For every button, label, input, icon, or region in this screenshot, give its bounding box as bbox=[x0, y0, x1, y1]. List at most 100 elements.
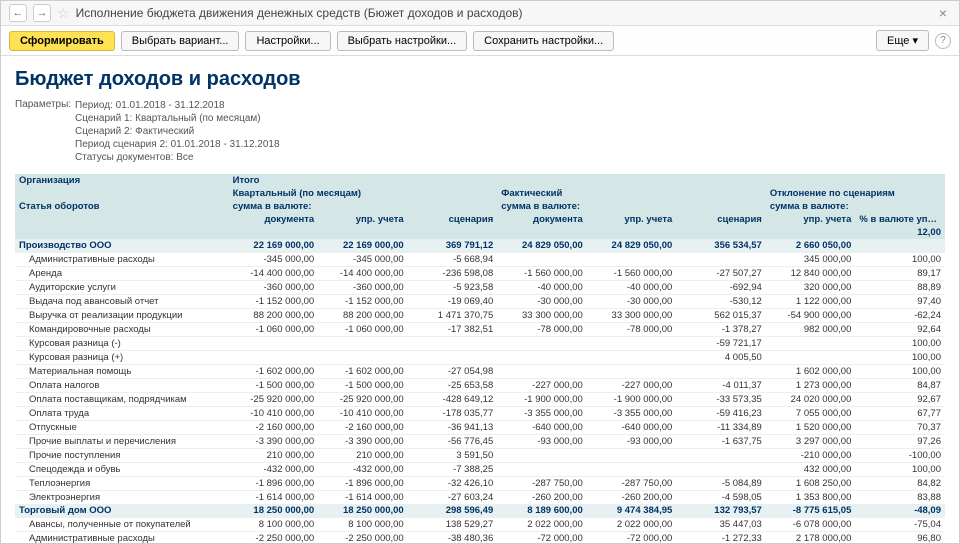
cell-value: -2 160 000,00 bbox=[318, 421, 408, 435]
report-title: Бюджет доходов и расходов bbox=[15, 68, 945, 91]
cell-value: -260 200,00 bbox=[587, 491, 677, 505]
cell-value: -3 355 000,00 bbox=[587, 407, 677, 421]
row-name: Прочие поступления bbox=[15, 449, 229, 463]
table-row[interactable]: Отпускные-2 160 000,00-2 160 000,00-36 9… bbox=[15, 421, 945, 435]
table-row[interactable]: Оплата налогов-1 500 000,00-1 500 000,00… bbox=[15, 379, 945, 393]
cell-value: 100,00 bbox=[855, 337, 945, 351]
cell-value: 83,88 bbox=[855, 491, 945, 505]
cell-value: 432 000,00 bbox=[766, 463, 856, 477]
cell-value: -59 721,17 bbox=[676, 337, 766, 351]
cell-value: -1 900 000,00 bbox=[497, 393, 587, 407]
cell-value: -1 602 000,00 bbox=[318, 365, 408, 379]
table-row[interactable]: Курсовая разница (-)-59 721,17100,00 bbox=[15, 337, 945, 351]
cell-value bbox=[229, 337, 319, 351]
titlebar: ← → ☆ Исполнение бюджета движения денежн… bbox=[1, 1, 959, 26]
favorite-star-icon[interactable]: ☆ bbox=[57, 5, 70, 22]
more-button[interactable]: Еще ▾ bbox=[876, 30, 929, 51]
table-row[interactable]: Административные расходы-2 250 000,00-2 … bbox=[15, 532, 945, 544]
table-row[interactable]: Курсовая разница (+)4 005,50100,00 bbox=[15, 351, 945, 365]
table-row[interactable]: Выдача под авансовый отчет-1 152 000,00-… bbox=[15, 295, 945, 309]
cell-value: 562 015,37 bbox=[676, 309, 766, 323]
cell-value: -1 500 000,00 bbox=[318, 379, 408, 393]
generate-button[interactable]: Сформировать bbox=[9, 31, 115, 51]
cell-value: 9 474 384,95 bbox=[587, 504, 677, 518]
table-row[interactable]: Аудиторские услуги-360 000,00-360 000,00… bbox=[15, 281, 945, 295]
cell-value: -30 000,00 bbox=[497, 295, 587, 309]
row-name: Торговый дом ООО bbox=[15, 504, 229, 518]
cell-value: -1 060 000,00 bbox=[318, 323, 408, 337]
row-name: Прочие выплаты и перечисления bbox=[15, 435, 229, 449]
hdr-deviation: Отклонение по сценариям bbox=[766, 187, 945, 200]
cell-value: 1 353 800,00 bbox=[766, 491, 856, 505]
cell-value: 1 122 000,00 bbox=[766, 295, 856, 309]
cell-value: -1 637,75 bbox=[676, 435, 766, 449]
nav-back-button[interactable]: ← bbox=[9, 4, 27, 22]
close-button[interactable]: × bbox=[935, 5, 951, 21]
choose-settings-button[interactable]: Выбрать настройки... bbox=[337, 31, 468, 51]
cell-value: 67,77 bbox=[855, 407, 945, 421]
cell-value: -692,94 bbox=[676, 281, 766, 295]
table-row[interactable]: Материальная помощь-1 602 000,00-1 602 0… bbox=[15, 365, 945, 379]
cell-value: -227 000,00 bbox=[497, 379, 587, 393]
params-label: Параметры: bbox=[15, 99, 75, 164]
table-row[interactable]: Оплата поставщикам, подрядчикам-25 920 0… bbox=[15, 393, 945, 407]
cell-value: -10 410 000,00 bbox=[318, 407, 408, 421]
row-name: Теплоэнергия bbox=[15, 477, 229, 491]
nav-forward-button[interactable]: → bbox=[33, 4, 51, 22]
cell-value: -10 410 000,00 bbox=[229, 407, 319, 421]
row-name: Авансы, полученные от покупателей bbox=[15, 518, 229, 532]
cell-value: -36 941,13 bbox=[408, 421, 498, 435]
cell-value: -5 084,89 bbox=[676, 477, 766, 491]
app-window: ← → ☆ Исполнение бюджета движения денежн… bbox=[0, 0, 960, 544]
cell-value: 97,26 bbox=[855, 435, 945, 449]
table-row[interactable]: Административные расходы-345 000,00-345 … bbox=[15, 253, 945, 267]
cell-value bbox=[408, 351, 498, 365]
table-row[interactable]: Оплата труда-10 410 000,00-10 410 000,00… bbox=[15, 407, 945, 421]
cell-value bbox=[497, 253, 587, 267]
cell-value: -40 000,00 bbox=[587, 281, 677, 295]
cell-value: -3 390 000,00 bbox=[318, 435, 408, 449]
cell-value: -48,09 bbox=[855, 504, 945, 518]
table-row[interactable]: Командировочные расходы-1 060 000,00-1 0… bbox=[15, 323, 945, 337]
param-line: Сценарий 2: Фактический bbox=[75, 125, 280, 138]
cell-value: -78 000,00 bbox=[497, 323, 587, 337]
hdr-upr1: упр. учета bbox=[318, 213, 408, 226]
params-values: Период: 01.01.2018 - 31.12.2018Сценарий … bbox=[75, 99, 280, 164]
table-row[interactable]: Прочие выплаты и перечисления -3 390 000,… bbox=[15, 435, 945, 449]
cell-value: 8 100 000,00 bbox=[318, 518, 408, 532]
cell-value: 3 297 000,00 bbox=[766, 435, 856, 449]
table-row[interactable]: Электроэнергия-1 614 000,00-1 614 000,00… bbox=[15, 491, 945, 505]
cell-value: -432 000,00 bbox=[318, 463, 408, 477]
save-settings-button[interactable]: Сохранить настройки... bbox=[473, 31, 614, 51]
group-row[interactable]: Торговый дом ООО18 250 000,0018 250 000,… bbox=[15, 504, 945, 518]
cell-value: -345 000,00 bbox=[318, 253, 408, 267]
cell-value: -432 000,00 bbox=[229, 463, 319, 477]
cell-value: -1 900 000,00 bbox=[587, 393, 677, 407]
cell-value: -93 000,00 bbox=[497, 435, 587, 449]
hdr-scenario2: Фактический bbox=[497, 187, 766, 200]
table-row[interactable]: Теплоэнергия-1 896 000,00-1 896 000,00-3… bbox=[15, 477, 945, 491]
cell-value: 24 020 000,00 bbox=[766, 393, 856, 407]
group-row[interactable]: Производство ООО22 169 000,0022 169 000,… bbox=[15, 239, 945, 253]
cell-value: -1 560 000,00 bbox=[587, 267, 677, 281]
cell-value: -78 000,00 bbox=[587, 323, 677, 337]
settings-button[interactable]: Настройки... bbox=[245, 31, 330, 51]
help-button[interactable]: ? bbox=[935, 33, 951, 49]
cell-value: 84,87 bbox=[855, 379, 945, 393]
choose-variant-button[interactable]: Выбрать вариант... bbox=[121, 31, 240, 51]
cell-value: -62,24 bbox=[855, 309, 945, 323]
cell-value: 132 793,57 bbox=[676, 504, 766, 518]
cell-value bbox=[587, 253, 677, 267]
table-row[interactable]: Прочие поступления210 000,00210 000,003 … bbox=[15, 449, 945, 463]
report-content: Бюджет доходов и расходов Параметры: Пер… bbox=[1, 56, 959, 543]
cell-value: -38 480,36 bbox=[408, 532, 498, 544]
cell-value: 97,40 bbox=[855, 295, 945, 309]
table-row[interactable]: Спецодежда и обувь-432 000,00-432 000,00… bbox=[15, 463, 945, 477]
cell-value: -27 507,27 bbox=[676, 267, 766, 281]
table-row[interactable]: Авансы, полученные от покупателей8 100 0… bbox=[15, 518, 945, 532]
cell-value: -287 750,00 bbox=[497, 477, 587, 491]
table-row[interactable]: Выручка от реализации продукции88 200 00… bbox=[15, 309, 945, 323]
table-row[interactable]: Аренда-14 400 000,00-14 400 000,00-236 5… bbox=[15, 267, 945, 281]
cell-value: 8 100 000,00 bbox=[229, 518, 319, 532]
row-name: Аренда bbox=[15, 267, 229, 281]
